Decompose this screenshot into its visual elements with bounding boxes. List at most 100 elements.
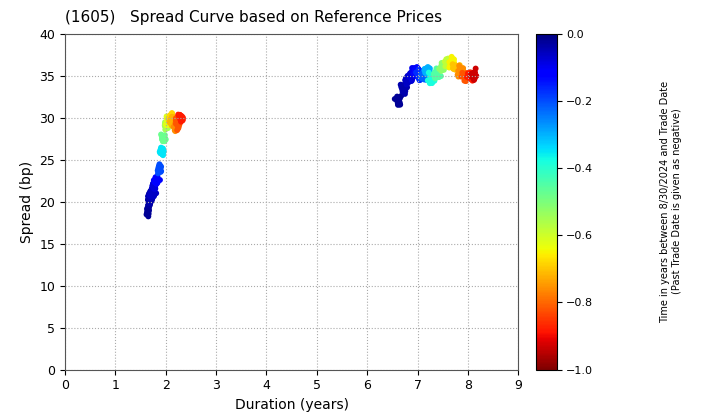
- Point: [437, 62, 449, 69]
- Point: [163, 121, 174, 128]
- Point: [173, 120, 184, 127]
- Point: [468, 70, 480, 77]
- Point: [430, 74, 441, 81]
- Point: [161, 122, 173, 129]
- Point: [150, 182, 161, 189]
- Point: [439, 62, 451, 69]
- Point: [149, 181, 161, 187]
- Point: [397, 85, 409, 92]
- Point: [148, 185, 160, 192]
- Point: [410, 66, 422, 73]
- Point: [448, 63, 459, 69]
- Point: [148, 192, 159, 198]
- Point: [392, 97, 403, 104]
- Point: [148, 182, 159, 189]
- Point: [171, 120, 182, 127]
- Point: [166, 116, 177, 123]
- Point: [150, 190, 162, 197]
- Point: [410, 71, 422, 77]
- Point: [411, 69, 423, 76]
- Point: [175, 117, 186, 123]
- Point: [449, 64, 461, 71]
- Point: [157, 151, 168, 158]
- Point: [445, 58, 456, 65]
- Point: [159, 123, 171, 130]
- Point: [403, 78, 415, 85]
- Point: [399, 91, 410, 97]
- Point: [402, 75, 414, 81]
- Point: [148, 177, 160, 184]
- Point: [424, 80, 436, 87]
- Point: [171, 122, 182, 129]
- Point: [142, 208, 153, 215]
- Point: [456, 69, 468, 76]
- Point: [416, 69, 428, 76]
- Point: [405, 71, 416, 77]
- Point: [467, 73, 479, 79]
- Point: [436, 62, 448, 68]
- Point: [441, 60, 453, 66]
- Point: [154, 148, 166, 155]
- Point: [168, 122, 180, 129]
- Point: [393, 97, 405, 104]
- Point: [400, 77, 411, 84]
- Point: [145, 194, 156, 201]
- Point: [143, 202, 154, 208]
- Point: [433, 74, 445, 81]
- Point: [470, 65, 482, 72]
- Point: [444, 59, 455, 66]
- Point: [399, 87, 410, 94]
- Point: [426, 74, 437, 81]
- Point: [444, 61, 455, 68]
- Point: [173, 125, 184, 131]
- Point: [155, 147, 166, 153]
- Point: [149, 181, 161, 188]
- Point: [457, 67, 469, 74]
- Point: [153, 161, 165, 168]
- Point: [150, 177, 162, 184]
- Point: [459, 77, 470, 84]
- Point: [400, 88, 411, 94]
- Y-axis label: Spread (bp): Spread (bp): [19, 160, 34, 243]
- Point: [401, 75, 413, 81]
- Point: [147, 189, 158, 195]
- Point: [438, 62, 449, 69]
- Point: [412, 73, 423, 79]
- Point: [409, 66, 420, 73]
- Point: [422, 70, 433, 77]
- Point: [148, 191, 160, 197]
- Point: [145, 194, 157, 201]
- Point: [414, 77, 426, 84]
- Point: [418, 75, 429, 81]
- Point: [175, 115, 186, 121]
- Point: [159, 121, 171, 128]
- Point: [456, 68, 468, 75]
- Point: [397, 86, 409, 92]
- Point: [165, 113, 176, 120]
- Point: [153, 164, 164, 171]
- Point: [143, 195, 155, 202]
- Point: [449, 62, 460, 69]
- Point: [145, 193, 157, 199]
- Point: [402, 73, 413, 79]
- Point: [163, 119, 175, 126]
- Point: [148, 184, 160, 190]
- Point: [418, 71, 429, 77]
- Point: [156, 148, 167, 155]
- Point: [427, 76, 438, 83]
- Point: [152, 178, 163, 185]
- Point: [145, 193, 156, 199]
- Point: [431, 72, 442, 79]
- Point: [423, 64, 434, 71]
- Point: [441, 60, 453, 66]
- Point: [430, 73, 441, 80]
- Point: [413, 71, 424, 78]
- Point: [165, 113, 176, 119]
- Point: [161, 123, 173, 130]
- Point: [156, 148, 168, 155]
- Point: [416, 71, 428, 77]
- Point: [162, 117, 174, 123]
- Point: [143, 213, 154, 220]
- Point: [152, 179, 163, 186]
- Point: [170, 124, 181, 131]
